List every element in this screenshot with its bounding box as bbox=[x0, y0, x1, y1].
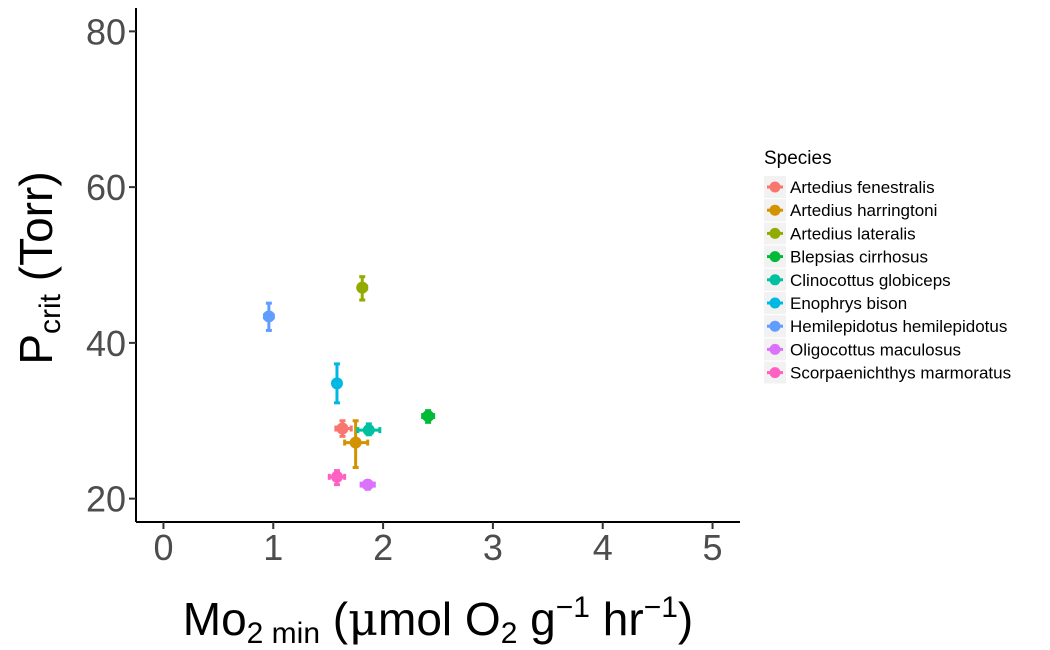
x-title-superscript-2: −1 bbox=[644, 591, 678, 624]
data-point bbox=[336, 422, 349, 435]
legend-label: Oligocottus maculosus bbox=[790, 340, 961, 359]
legend-label: Scorpaenichthys marmoratus bbox=[790, 364, 1011, 383]
data-point bbox=[361, 478, 374, 491]
series-point-group bbox=[262, 301, 275, 332]
legend-key-point bbox=[769, 274, 781, 286]
series-point-group bbox=[356, 422, 382, 437]
y-tick-label: 40 bbox=[86, 323, 126, 364]
y-title-subscript: crit bbox=[34, 293, 67, 334]
data-point bbox=[330, 470, 343, 483]
x-tick-label: 2 bbox=[373, 527, 393, 568]
legend-label: Blepsias cirrhosus bbox=[790, 248, 928, 267]
series-point-group bbox=[327, 469, 347, 487]
legend-items: Artedius fenestralis Artedius harringtoni… bbox=[764, 176, 1011, 384]
series-point-group bbox=[330, 362, 343, 405]
data-point bbox=[422, 410, 435, 423]
x-tick-label: 0 bbox=[153, 527, 173, 568]
x-title-mu: μ bbox=[348, 592, 378, 646]
legend-item: Artedius fenestralis bbox=[764, 176, 935, 198]
x-title-o2-subscript: 2 bbox=[501, 617, 518, 650]
series-point-group bbox=[421, 409, 436, 424]
x-title-subscript: 2 min bbox=[247, 617, 320, 650]
legend-key-point bbox=[769, 343, 781, 355]
y-tick-label: 60 bbox=[86, 167, 126, 208]
x-tick-label: 1 bbox=[263, 527, 283, 568]
legend-item: Artedius harringtoni bbox=[764, 199, 937, 222]
data-point bbox=[362, 424, 375, 437]
y-title-unit: (Torr) bbox=[10, 171, 62, 294]
legend-key-point bbox=[769, 297, 781, 309]
ticks: 0 1 2 3 4 5 20 40 60 80 bbox=[86, 11, 723, 568]
legend-title: Species bbox=[764, 148, 832, 169]
legend-key-point bbox=[769, 320, 781, 332]
x-title-close-paren: ) bbox=[678, 593, 693, 645]
x-tick-label: 5 bbox=[703, 527, 723, 568]
series-point-group bbox=[343, 419, 370, 469]
legend-key-point bbox=[769, 251, 781, 263]
x-title-mol: mol O bbox=[378, 593, 501, 645]
y-tick-label: 20 bbox=[86, 479, 126, 520]
legend-item: Oligocottus maculosus bbox=[764, 338, 961, 361]
legend-label: Hemilepidotus hemilepidotus bbox=[790, 317, 1007, 336]
legend-item: Blepsias cirrhosus bbox=[764, 245, 928, 268]
legend-item: Clinocottus globiceps bbox=[764, 268, 951, 291]
x-title-main: Mo bbox=[183, 593, 247, 645]
legend-label: Clinocottus globiceps bbox=[790, 271, 951, 290]
legend-label: Enophrys bison bbox=[790, 294, 907, 313]
legend-label: Artedius harringtoni bbox=[790, 201, 937, 220]
y-title-main: P bbox=[10, 334, 62, 365]
x-tick-label: 3 bbox=[483, 527, 503, 568]
legend-item: Artedius lateralis bbox=[764, 222, 916, 245]
axes bbox=[135, 8, 740, 523]
legend-key-point bbox=[769, 227, 781, 239]
legend-label: Artedius lateralis bbox=[790, 224, 916, 243]
series-point-group bbox=[356, 275, 369, 302]
x-title-open-paren: ( bbox=[320, 593, 349, 645]
x-axis-title: Mo2 min (μmol O2 g−1 hr−1) bbox=[183, 591, 693, 650]
data-point bbox=[262, 310, 275, 323]
data-point bbox=[330, 377, 343, 390]
data-point bbox=[349, 436, 362, 449]
x-tick-label: 4 bbox=[593, 527, 613, 568]
legend-item: Enophrys bison bbox=[764, 292, 907, 314]
data-points bbox=[262, 275, 436, 491]
legend-label: Artedius fenestralis bbox=[790, 178, 935, 197]
x-title-g: g bbox=[517, 593, 555, 645]
y-tick-label: 80 bbox=[86, 11, 126, 52]
legend-item: Hemilepidotus hemilepidotus bbox=[764, 315, 1007, 338]
legend-key-point bbox=[769, 204, 781, 216]
series-point-group bbox=[334, 419, 353, 438]
legend-key-point bbox=[769, 367, 781, 379]
data-point bbox=[356, 281, 369, 294]
x-title-superscript-1: −1 bbox=[556, 591, 590, 624]
legend-key-point bbox=[769, 181, 781, 193]
legend: Species Artedius fenestralis Artedius har… bbox=[764, 148, 1011, 384]
series-point-group bbox=[359, 478, 376, 491]
y-axis-title: Pcrit (Torr) bbox=[10, 171, 67, 364]
legend-item: Scorpaenichthys marmoratus bbox=[764, 361, 1011, 384]
x-title-hr: hr bbox=[590, 593, 644, 645]
